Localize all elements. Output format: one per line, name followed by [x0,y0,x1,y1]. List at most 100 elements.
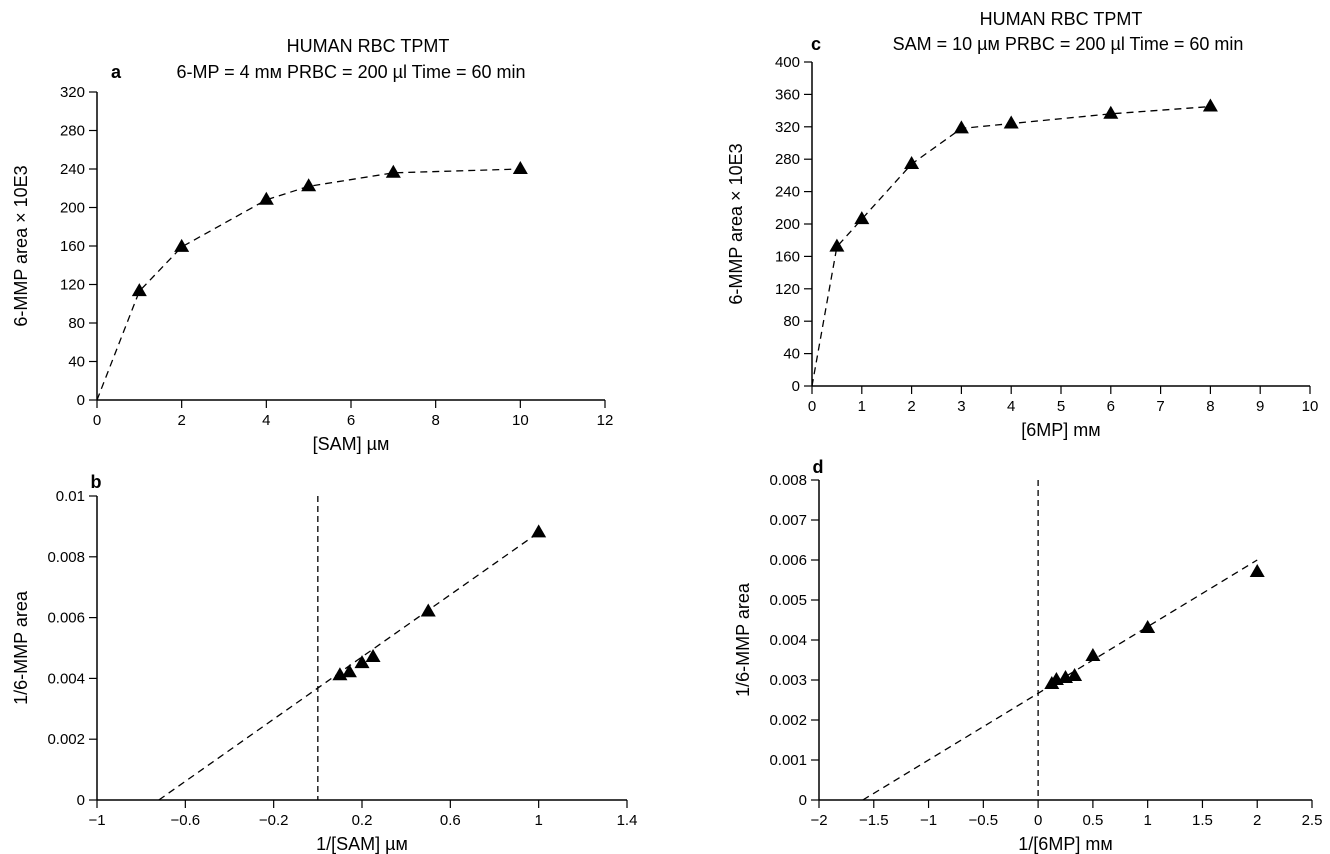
y-tick-label: 200 [60,200,85,217]
chart-panel-b: −1 −0.6 −0.2 0.2 0.6 1 1.4 0 0.002 0.004 0.006 0.00… [11,472,637,854]
x-tick-label: 1 [534,812,542,829]
y-tick-label: 0.005 [769,592,807,609]
x-tick-label: 1.4 [617,812,638,829]
y-tick-label: 0.004 [47,670,85,687]
chart-title: HUMAN RBC TPMT [287,36,450,56]
x-tick-label: 1.5 [1192,812,1213,829]
y-tick-label: 0.004 [769,632,807,649]
chart-subtitle: SAM = 10 µм PRBC = 200 µl Time = 60 min [893,34,1244,54]
y-tick-label: 0.002 [769,712,807,729]
y-axis-label: 1/6-MMP area [733,582,753,697]
data-point [1003,115,1019,129]
x-tick-label: 2.5 [1302,812,1323,829]
x-axis-label: [6MP] mм [1021,420,1100,440]
x-tick-label: 4 [262,412,270,429]
panel-label: a [111,62,122,82]
x-tick-label: −2 [810,812,827,829]
data-point [385,164,401,178]
x-tick-label: 6 [347,412,355,429]
data-point [131,283,147,297]
fit-line [96,168,521,401]
chart-panel-c: 0 1 2 3 4 5 6 7 8 9 10 0 40 80 120 160 200 240 280 320 360 40… [726,9,1318,440]
y-tick-label: 120 [60,277,85,294]
y-tick-label: 240 [60,161,85,178]
x-tick-label: 1 [1143,812,1151,829]
x-axis-label: 1/[6MP] mм [1018,834,1112,854]
x-tick-label: −1.5 [859,812,889,829]
x-tick-label: 2 [177,412,185,429]
fit-line [811,105,1211,387]
y-axis-label: 6-MMP area × 10E3 [726,143,746,304]
y-tick-label: 360 [775,86,800,103]
data-point [829,238,845,252]
x-tick-label: 9 [1256,398,1264,415]
x-tick-label: 8 [431,412,439,429]
x-tick-label: 0.5 [1082,812,1103,829]
x-tick-label: 0 [93,412,101,429]
data-point [531,524,547,538]
x-tick-label: 4 [1007,398,1015,415]
y-tick-label: 0 [792,378,800,395]
y-tick-label: 240 [775,184,800,201]
y-tick-label: 0.002 [47,731,85,748]
data-point [1085,647,1101,661]
panel-label: d [813,457,824,477]
x-tick-label: −0.6 [171,812,201,829]
y-tick-label: 280 [775,151,800,168]
chart-subtitle: 6-MP = 4 mм PRBC = 200 µl Time = 60 min [176,62,525,82]
y-tick-label: 0.007 [769,512,807,529]
x-tick-label: −0.5 [969,812,999,829]
y-tick-label: 0 [77,392,85,409]
x-tick-label: 0 [1034,812,1042,829]
x-tick-label: −1 [88,812,105,829]
y-tick-label: 160 [775,248,800,265]
data-point [354,655,370,669]
y-tick-label: 80 [68,315,85,332]
x-tick-label: 10 [512,412,529,429]
y-tick-label: 200 [775,216,800,233]
data-point [904,156,920,169]
x-tick-label: 0 [808,398,816,415]
y-axis-label: 1/6-MMP area [11,590,31,705]
y-tick-label: 80 [783,313,800,330]
x-tick-label: 5 [1057,398,1065,415]
x-tick-label: 1 [858,398,866,415]
y-tick-label: 0.001 [769,752,807,769]
x-tick-label: 2 [1253,812,1261,829]
chart-title: HUMAN RBC TPMT [980,9,1143,29]
data-point [341,664,357,678]
panel-label: c [811,34,821,54]
y-tick-label: 40 [68,354,85,371]
data-point [301,178,317,192]
y-tick-label: 0.01 [56,488,85,505]
data-point [1103,105,1119,119]
x-tick-label: 8 [1206,398,1214,415]
x-tick-label: 2 [907,398,915,415]
y-tick-label: 320 [60,84,85,101]
x-tick-label: 6 [1107,398,1115,415]
x-tick-label: 0.6 [440,812,461,829]
x-tick-label: 0.2 [352,812,373,829]
y-tick-label: 320 [775,119,800,136]
data-point [1249,563,1265,577]
data-point [174,238,190,252]
y-tick-label: 280 [60,123,85,140]
y-tick-label: 0.003 [769,672,807,689]
y-tick-label: 0 [77,792,85,809]
chart-panel-d: −2 −1.5 −1 −0.5 0 0.5 1 1.5 2 2.5 0 0.001 0.002 0.003… [733,457,1322,854]
data-point [420,603,436,617]
y-tick-label: 160 [60,238,85,255]
y-tick-label: 0.008 [47,549,85,566]
panel-label: b [91,472,102,492]
data-point [365,649,381,663]
y-tick-label: 0.006 [769,552,807,569]
data-point [1202,98,1218,112]
y-tick-label: 0.008 [769,472,807,489]
y-tick-label: 400 [775,54,800,71]
y-tick-label: 120 [775,281,800,298]
x-tick-label: 10 [1302,398,1319,415]
x-axis-label: [SAM] µм [313,434,390,454]
y-tick-label: 40 [783,346,800,363]
x-tick-label: 7 [1156,398,1164,415]
